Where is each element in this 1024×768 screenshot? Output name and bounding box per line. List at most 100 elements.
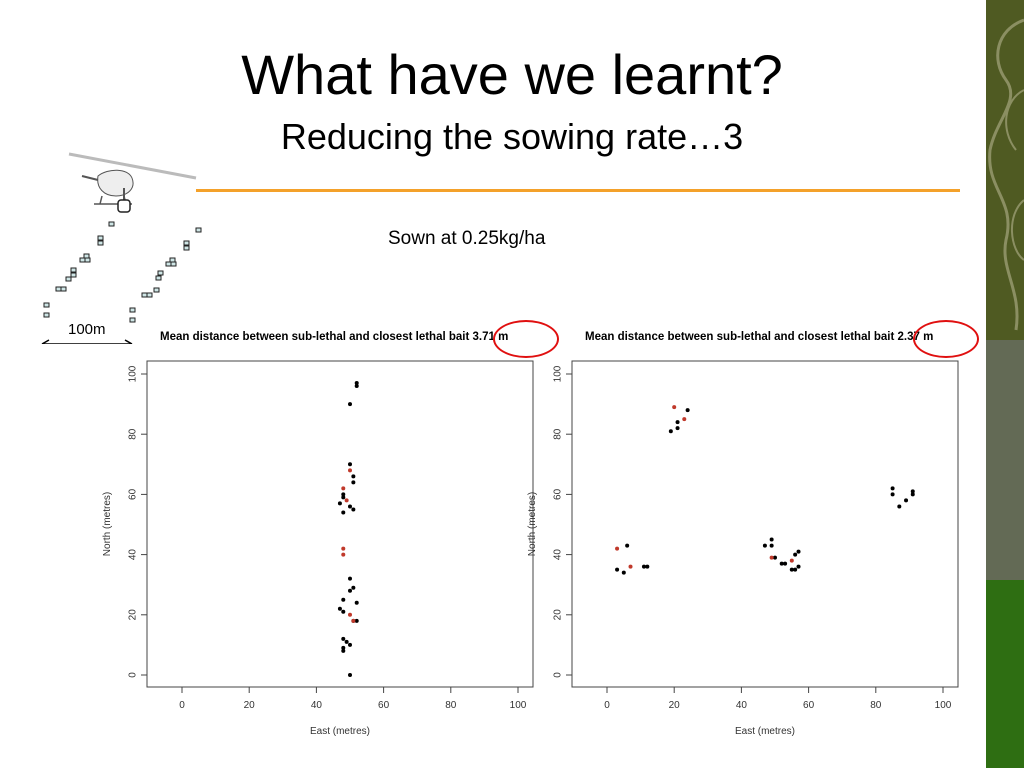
side-band-bottom (986, 580, 1024, 768)
x-tick-label: 80 (870, 700, 882, 711)
y-axis-label: North (metres) (527, 492, 538, 556)
scatter-plot-1: 0 20 40 60 80 100 0 20 40 60 80 100 East (metres) Nor… (102, 360, 534, 737)
x-tick-label: 60 (803, 700, 815, 711)
y-tick-label: 100 (553, 365, 564, 382)
x-tick-label: 0 (604, 700, 610, 711)
y-tick-label: 60 (128, 488, 139, 500)
data-point (351, 507, 356, 512)
data-point (341, 645, 346, 650)
data-point (783, 561, 788, 566)
x-tick-label: 0 (179, 700, 185, 711)
chart-1-title: Mean distance between sub-lethal and clo… (160, 331, 509, 343)
data-point (762, 543, 767, 548)
data-point (348, 642, 352, 647)
data-point (621, 570, 626, 575)
data-point (341, 597, 346, 602)
x-tick-label: 40 (736, 700, 748, 711)
data-point (354, 384, 359, 389)
y-tick-label: 0 (553, 672, 564, 678)
x-axis-label: East (metres) (310, 726, 370, 737)
plot-frame (146, 360, 534, 688)
y-tick-label: 40 (553, 549, 564, 561)
data-point (354, 618, 359, 623)
data-point (337, 606, 342, 611)
y-tick-label: 0 (128, 672, 139, 678)
x-tick-label: 80 (445, 700, 457, 711)
x-tick-label: 100 (935, 700, 952, 711)
data-point (348, 402, 352, 407)
data-point (348, 504, 352, 509)
data-point (341, 492, 346, 497)
data-point (354, 600, 359, 605)
data-point (897, 504, 902, 509)
data-point (769, 537, 774, 542)
data-point (789, 558, 794, 563)
data-point (341, 636, 346, 641)
title-divider (196, 189, 960, 192)
data-point (668, 429, 673, 434)
x-axis-label: East (metres) (735, 726, 795, 737)
data-point (348, 576, 352, 581)
data-point (773, 555, 777, 560)
slide-subtitle: Reducing the sowing rate…3 (280, 116, 744, 157)
y-tick-label: 100 (128, 365, 139, 382)
x-tick-label: 100 (510, 700, 527, 711)
data-point (341, 648, 346, 653)
data-point (341, 486, 346, 491)
decorative-side-bar (986, 0, 1024, 768)
data-point (910, 489, 915, 494)
data-point (344, 498, 349, 503)
highlight-circle-1 (493, 320, 559, 358)
data-point (351, 474, 356, 479)
highlight-circle-2 (913, 320, 979, 358)
data-point (348, 468, 352, 473)
data-point (682, 417, 687, 422)
data-point (354, 381, 359, 386)
data-point (341, 609, 346, 614)
data-point (890, 492, 895, 497)
data-point (645, 564, 650, 569)
data-point (910, 492, 915, 497)
data-point (793, 567, 798, 572)
data-point (890, 486, 895, 491)
y-tick-label: 20 (553, 609, 564, 621)
data-point (675, 420, 680, 425)
data-point (351, 480, 356, 485)
data-point (348, 673, 352, 677)
scale-label: 100m (68, 321, 106, 338)
x-tick-label: 20 (669, 700, 681, 711)
data-point (675, 426, 680, 431)
data-point (348, 588, 352, 593)
data-point (337, 501, 342, 506)
x-tick-label: 40 (311, 700, 323, 711)
data-point (769, 543, 774, 548)
data-point (769, 555, 774, 560)
helicopter-sowing-illustration (41, 152, 202, 344)
data-point (641, 564, 646, 569)
data-point (628, 564, 633, 569)
side-band-middle (986, 340, 1024, 580)
y-tick-label: 40 (128, 549, 139, 561)
y-tick-label: 20 (128, 609, 139, 621)
data-point (779, 561, 784, 566)
sowing-rate-annotation: Sown at 0.25kg/ha (388, 228, 546, 249)
slide-title: What have we learnt? (241, 43, 783, 106)
data-point (789, 567, 794, 572)
data-point (615, 546, 620, 551)
x-tick-label: 20 (244, 700, 256, 711)
x-tick-label: 60 (378, 700, 390, 711)
data-point (348, 612, 352, 617)
data-point (351, 585, 356, 590)
y-tick-label: 80 (553, 428, 564, 440)
data-point (796, 549, 801, 554)
data-point (341, 510, 346, 515)
chart-2-title: Mean distance between sub-lethal and clo… (585, 331, 934, 343)
data-point (796, 564, 801, 569)
y-tick-label: 60 (553, 488, 564, 500)
data-point (685, 408, 690, 413)
data-point (341, 546, 346, 551)
swirl-ornament (988, 18, 1024, 331)
data-point (625, 543, 630, 548)
data-point (793, 552, 798, 557)
data-point (672, 405, 677, 410)
